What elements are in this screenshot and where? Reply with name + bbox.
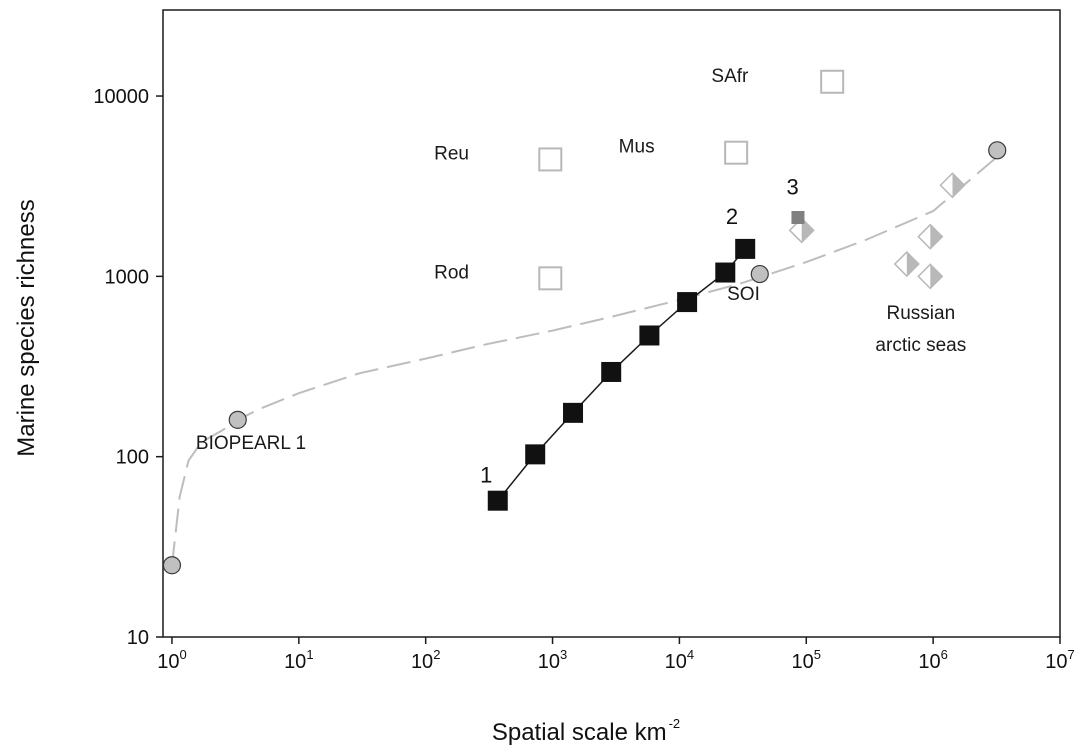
y-tick-label: 10 xyxy=(127,627,149,649)
data-point-half-diamond xyxy=(893,251,920,278)
fit-line-layer xyxy=(171,156,998,566)
annotation-label: Rod xyxy=(434,262,469,283)
data-point-grey-circle xyxy=(750,264,769,284)
annotation-label: Russian xyxy=(887,303,956,324)
x-axis-title: Spatial scale km -2 xyxy=(492,716,680,746)
annotation-label: 2 xyxy=(726,204,738,229)
x-tick-label: 106 xyxy=(918,647,947,673)
annotation-label: Reu xyxy=(434,143,469,164)
data-point-filled-square xyxy=(735,238,756,259)
data-point-filled-square xyxy=(563,402,584,423)
data-point-grey-circle xyxy=(988,141,1007,160)
x-tick-label: 105 xyxy=(792,647,821,673)
half-diamond-fill xyxy=(906,252,919,277)
half-diamond-fill xyxy=(930,224,943,249)
data-point-open-square xyxy=(724,140,749,165)
dashed-fit-line xyxy=(171,156,998,566)
x-tick-label: 103 xyxy=(538,647,567,673)
data-point-half-diamond xyxy=(917,223,944,250)
annotation-label: 3 xyxy=(786,174,798,199)
x-tick-label: 100 xyxy=(157,647,186,673)
x-axis-ticks: 100 101 102 103 104 105 106 107 xyxy=(157,637,1075,673)
half-diamond-fill xyxy=(801,218,814,243)
plot-frame xyxy=(162,9,1061,638)
data-point-filled-square xyxy=(677,292,698,313)
x-axis-title-main: Spatial scale km xyxy=(492,719,667,746)
x-tick-label: 107 xyxy=(1045,647,1074,673)
x-tick-label: 104 xyxy=(665,647,694,673)
data-point-filled-square xyxy=(525,444,546,465)
data-point-half-diamond xyxy=(917,263,944,290)
y-tick-label: 10000 xyxy=(93,86,149,108)
data-point-open-square xyxy=(538,266,563,291)
x-tick-label: 102 xyxy=(411,647,440,673)
half-diamond-fill xyxy=(930,264,943,289)
series-layer xyxy=(162,69,1007,575)
data-point-half-diamond xyxy=(788,217,815,244)
data-point-small-grey-square xyxy=(791,211,805,225)
annotation-label: 1 xyxy=(480,462,492,487)
data-point-open-square xyxy=(538,147,563,172)
y-axis-ticks: 10 100 1000 10000 xyxy=(93,86,163,649)
data-point-filled-square xyxy=(601,361,622,382)
annotation-label: arctic seas xyxy=(875,335,966,356)
data-point-grey-circle xyxy=(162,556,182,575)
x-tick-label: 101 xyxy=(284,647,313,673)
data-point-filled-square xyxy=(487,490,508,511)
data-point-half-diamond xyxy=(939,172,966,199)
y-axis-title: Marine species richness xyxy=(13,199,40,456)
annotation-label: Mus xyxy=(619,137,655,158)
y-tick-label: 100 xyxy=(116,447,149,469)
annotation-label: SOI xyxy=(727,284,760,305)
annotation-label: SAfr xyxy=(711,66,749,87)
data-point-filled-square xyxy=(639,325,660,346)
data-point-open-square xyxy=(820,69,845,94)
data-point-filled-square xyxy=(715,262,736,283)
y-tick-label: 1000 xyxy=(105,266,150,288)
half-diamond-fill xyxy=(952,173,965,198)
annotation-label: BIOPEARL 1 xyxy=(196,433,306,454)
x-axis-title-exponent: -2 xyxy=(669,716,681,731)
data-point-grey-circle xyxy=(228,410,247,429)
annotation-layer: 1 2 3 Reu Rod Mus SAfr SOI BIOPEARL 1 Russian arct… xyxy=(196,66,966,488)
